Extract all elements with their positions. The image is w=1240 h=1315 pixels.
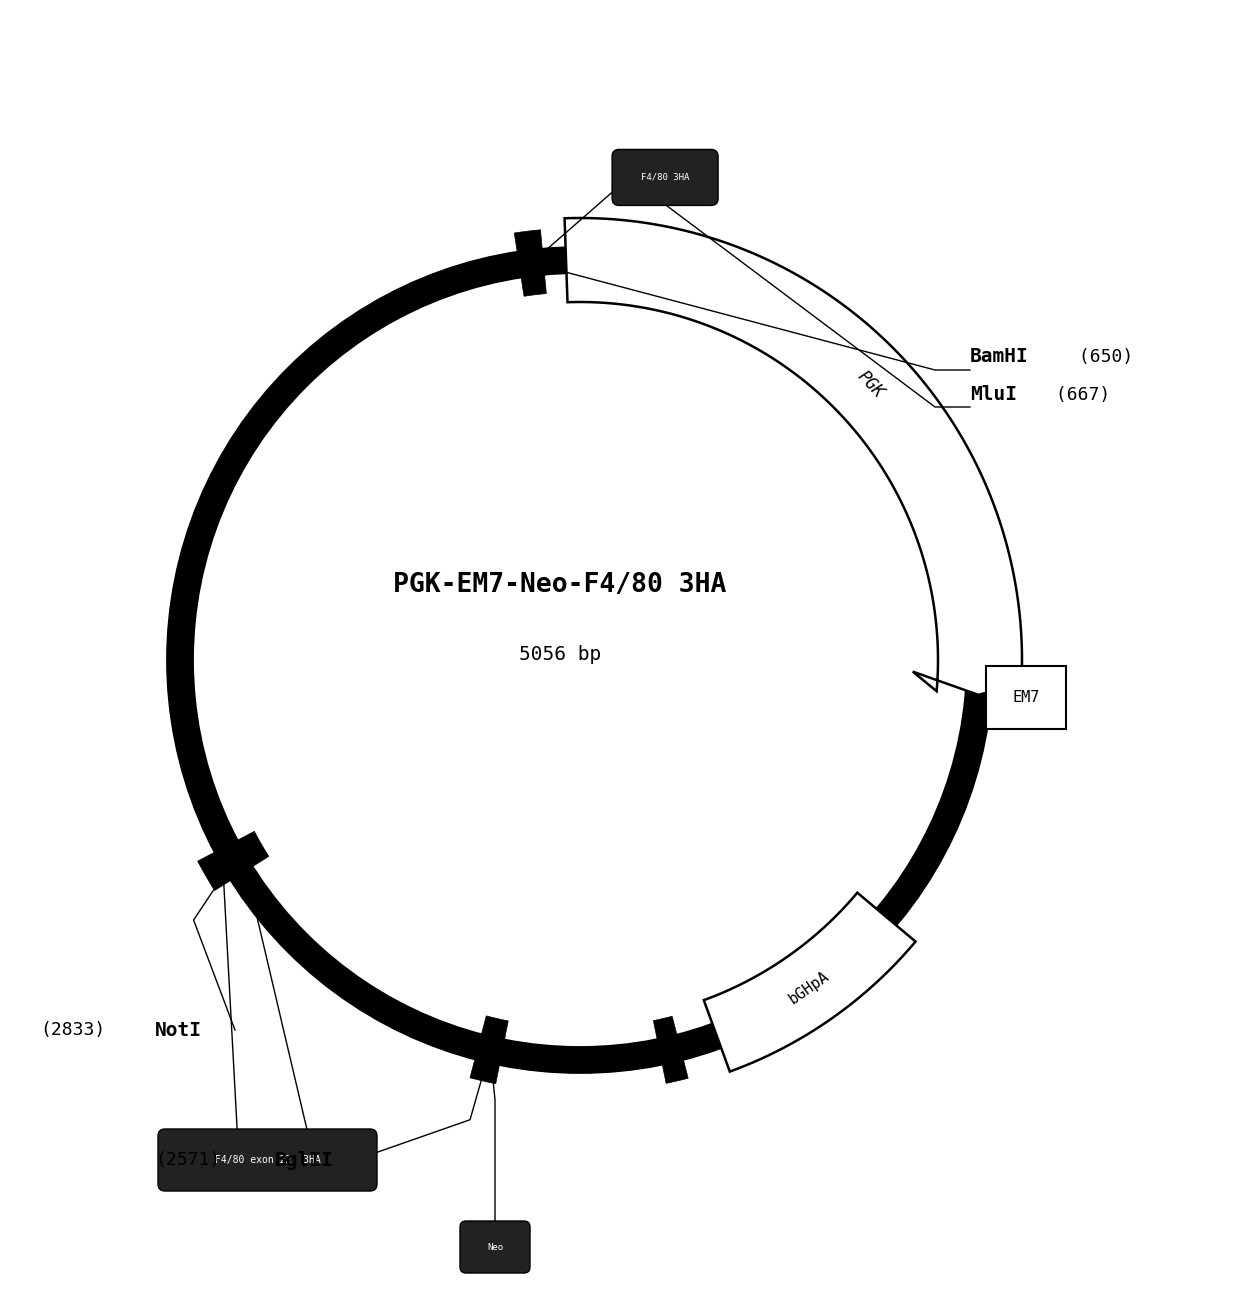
Polygon shape [470,1016,508,1084]
FancyBboxPatch shape [460,1222,529,1273]
Text: Neo: Neo [487,1243,503,1252]
Polygon shape [515,230,547,296]
Polygon shape [704,893,915,1072]
Text: F4/80 exon 22  3HA: F4/80 exon 22 3HA [215,1155,320,1165]
Text: 5056 bp: 5056 bp [518,646,601,664]
Text: NotI: NotI [155,1020,202,1039]
Polygon shape [564,218,1047,698]
Text: (667): (667) [1045,387,1110,404]
Text: MluI: MluI [970,385,1017,405]
Text: PGK: PGK [853,368,887,402]
FancyBboxPatch shape [613,150,718,205]
FancyBboxPatch shape [157,1130,377,1191]
FancyBboxPatch shape [987,665,1066,729]
Text: F4/80 3HA: F4/80 3HA [641,174,689,181]
Text: (2571): (2571) [155,1151,221,1169]
Text: EM7: EM7 [1013,690,1040,705]
Polygon shape [653,1016,688,1084]
Text: (650): (650) [1068,348,1133,366]
Text: bGHpA: bGHpA [786,968,832,1007]
Text: BglII: BglII [275,1151,334,1169]
Text: PGK-EM7-Neo-F4/80 3HA: PGK-EM7-Neo-F4/80 3HA [393,572,727,598]
Text: (2833): (2833) [40,1020,105,1039]
Polygon shape [197,831,269,890]
Text: BamHI: BamHI [970,347,1029,367]
